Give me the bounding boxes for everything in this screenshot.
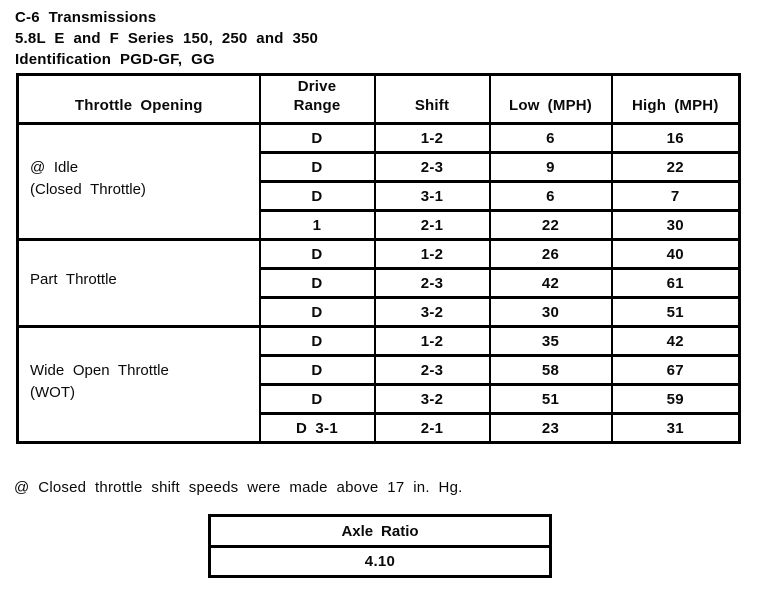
high-mph-cell: 7 [610,180,741,212]
group-label-idle: @ Idle (Closed Throttle) [16,122,261,241]
shift-cell: 2-3 [373,151,491,183]
drive-range-cell: D 3-1 [258,412,376,444]
table-row: @ Idle (Closed Throttle) D 1-2 6 16 [16,122,741,241]
table-row: D 3-1 2-1 23 31 [18,412,741,444]
table-row: Part Throttle D 1-2 26 40 [16,238,741,328]
col-header-low-mph: Low (MPH) [488,73,613,125]
header-row: Throttle Opening Drive Range Shift Low (… [16,73,741,125]
shift-cell: 3-1 [373,180,491,212]
drive-range-cell: 1 [258,209,376,241]
shift-cell: 2-3 [373,267,491,299]
high-mph-cell: 40 [610,238,741,270]
col-header-shift: Shift [373,73,491,125]
axle-ratio-value-row: 4.10 [208,545,552,578]
shift-cell: 2-1 [373,412,491,444]
col-header-high-mph: High (MPH) [610,73,741,125]
high-mph-cell: 59 [610,383,741,415]
low-mph-cell: 35 [488,325,613,357]
col-header-throttle-opening: Throttle Opening [16,73,261,125]
high-mph-cell: 67 [610,354,741,386]
shift-cell: 3-2 [373,383,491,415]
table-row: Wide Open Throttle (WOT) D 1-2 35 42 [16,325,741,444]
axle-ratio-value: 4.10 [208,545,552,578]
shift-cell: 2-3 [373,354,491,386]
drive-range-cell: D [258,151,376,183]
document-title-block: C-6 Transmissions 5.8L E and F Series 15… [15,7,318,70]
shift-cell: 1-2 [373,122,491,154]
group-label-part-throttle: Part Throttle [16,238,261,328]
title-line-engine-series: 5.8L E and F Series 150, 250 and 350 [15,30,319,47]
title-line-transmission: C-6 Transmissions [15,9,157,26]
drive-range-cell: D [258,238,376,270]
title-line-identification: Identification PGD-GF, GG [15,51,215,68]
drive-range-cell: D [258,354,376,386]
table-row: D 3-1 6 7 [18,180,741,212]
shift-speed-table: Throttle Opening Drive Range Shift Low (… [16,73,741,444]
high-mph-cell: 22 [610,151,741,183]
drive-range-cell: D [258,383,376,415]
axle-ratio-header: Axle Ratio [208,514,552,548]
shift-cell: 3-2 [373,296,491,328]
table-row: D 2-3 9 22 [18,151,741,183]
axle-ratio-header-row: Axle Ratio [208,514,552,548]
high-mph-cell: 16 [610,122,741,154]
high-mph-cell: 61 [610,267,741,299]
low-mph-cell: 6 [488,180,613,212]
high-mph-cell: 51 [610,296,741,328]
high-mph-cell: 42 [610,325,741,357]
table-row: 1 2-1 22 30 [18,209,741,241]
table-row: D 3-2 51 59 [18,383,741,415]
low-mph-cell: 22 [488,209,613,241]
low-mph-cell: 51 [488,383,613,415]
table-row: D 2-3 42 61 [18,267,741,299]
low-mph-cell: 23 [488,412,613,444]
col-header-drive-range: Drive Range [258,73,376,125]
shift-cell: 2-1 [373,209,491,241]
closed-throttle-footnote: @ Closed throttle shift speeds were made… [14,479,463,496]
table-row: D 3-2 30 51 [18,296,741,328]
low-mph-cell: 30 [488,296,613,328]
low-mph-cell: 6 [488,122,613,154]
drive-range-cell: D [258,267,376,299]
drive-range-cell: D [258,122,376,154]
low-mph-cell: 26 [488,238,613,270]
low-mph-cell: 42 [488,267,613,299]
shift-cell: 1-2 [373,238,491,270]
axle-ratio-table: Axle Ratio 4.10 [208,514,552,578]
table-row: D 2-3 58 67 [18,354,741,386]
drive-range-cell: D [258,296,376,328]
group-label-wot: Wide Open Throttle (WOT) [16,325,261,444]
high-mph-cell: 31 [610,412,741,444]
drive-range-cell: D [258,180,376,212]
drive-range-cell: D [258,325,376,357]
shift-cell: 1-2 [373,325,491,357]
low-mph-cell: 58 [488,354,613,386]
low-mph-cell: 9 [488,151,613,183]
high-mph-cell: 30 [610,209,741,241]
